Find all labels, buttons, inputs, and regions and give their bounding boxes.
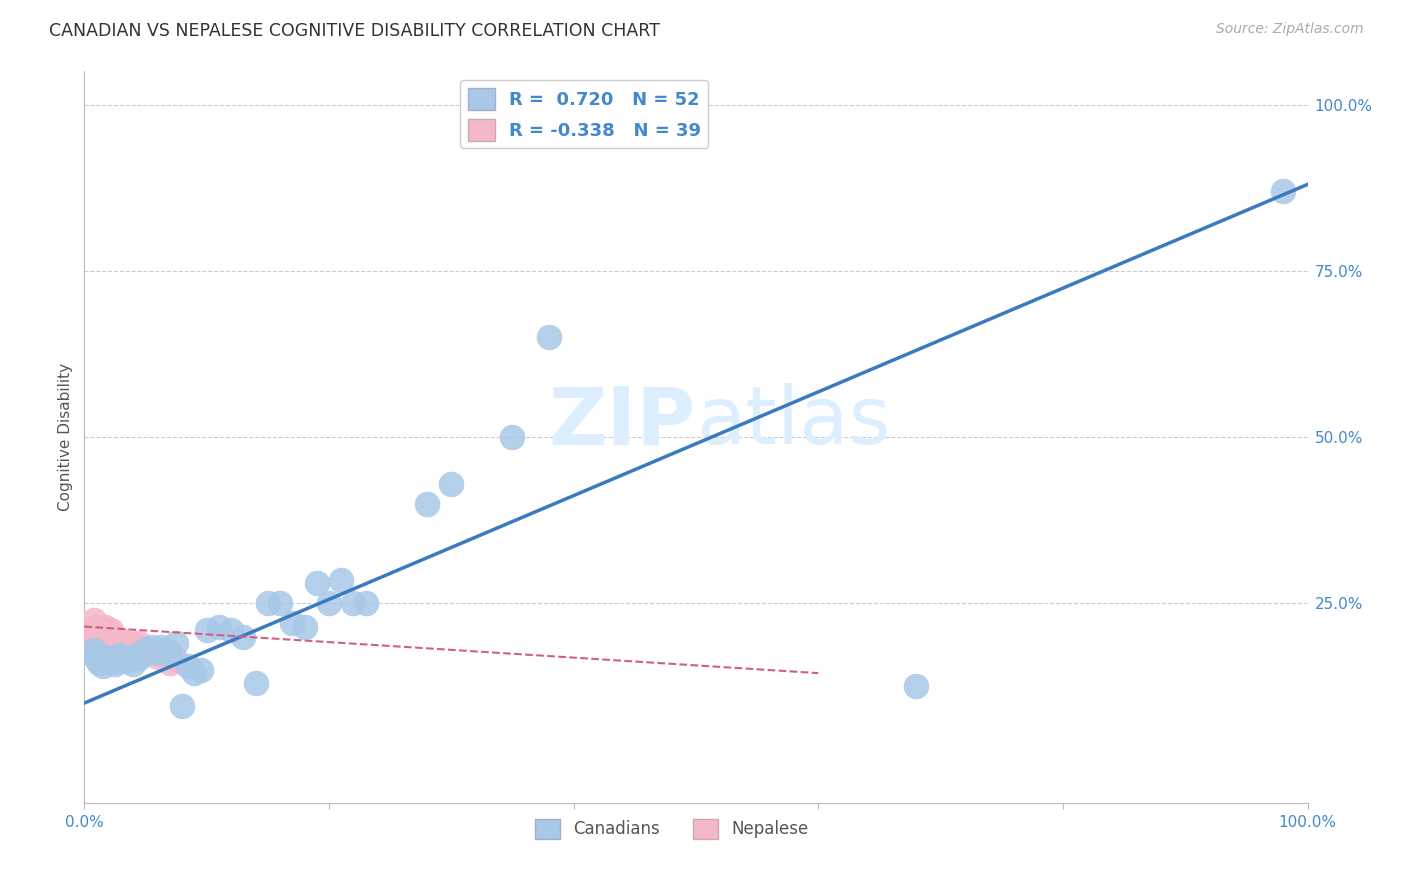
Point (83, 643, 105, 657)
Point (132, 646, 155, 660)
Point (90, 640, 112, 654)
Point (84, 632, 107, 647)
Point (98, 640, 121, 654)
Point (128, 650, 150, 665)
Point (294, 619, 316, 633)
Point (232, 630, 254, 644)
Point (97, 623, 120, 637)
Point (153, 646, 176, 660)
Point (120, 650, 142, 665)
Point (97, 630, 120, 644)
Point (80, 623, 103, 637)
Point (101, 632, 124, 647)
Point (538, 330, 561, 344)
Point (100, 623, 122, 637)
Point (87, 656, 110, 670)
Point (135, 643, 157, 657)
Point (83, 613, 105, 627)
Point (195, 623, 218, 637)
Point (257, 596, 280, 610)
Text: Source: ZipAtlas.com: Source: ZipAtlas.com (1216, 22, 1364, 37)
Point (177, 659, 200, 673)
Point (132, 646, 155, 660)
Point (281, 616, 304, 631)
Point (96, 632, 118, 647)
Point (120, 640, 142, 654)
Point (305, 576, 328, 591)
Point (183, 666, 205, 681)
Point (125, 648, 148, 663)
Point (110, 632, 132, 647)
Point (141, 640, 163, 654)
Point (87, 619, 110, 633)
Point (114, 649, 136, 664)
Point (342, 596, 364, 610)
Text: atlas: atlas (696, 384, 890, 461)
Point (86, 626, 108, 640)
Point (245, 676, 267, 690)
Point (269, 596, 291, 610)
Point (105, 632, 128, 647)
Point (219, 623, 242, 637)
Point (159, 656, 181, 670)
Point (416, 497, 439, 511)
Point (1272, 184, 1295, 198)
Point (172, 699, 194, 714)
Point (93, 630, 115, 644)
Point (94, 619, 117, 633)
Point (143, 643, 166, 657)
Point (318, 596, 340, 610)
Point (91, 659, 114, 673)
Point (190, 663, 212, 677)
Point (86, 653, 108, 667)
Point (122, 657, 145, 672)
Point (104, 657, 127, 672)
Point (87, 630, 110, 644)
Point (97, 650, 120, 665)
Point (91, 623, 114, 637)
Point (146, 649, 169, 664)
Point (330, 573, 353, 587)
Point (86, 619, 108, 633)
Point (79, 632, 101, 647)
Point (91, 632, 114, 647)
Point (96, 649, 118, 664)
Point (115, 646, 138, 660)
Point (208, 619, 231, 633)
Point (114, 636, 136, 650)
Point (122, 636, 145, 650)
Point (82, 630, 104, 644)
Point (165, 653, 187, 667)
Point (89, 632, 111, 647)
Y-axis label: Cognitive Disability: Cognitive Disability (58, 363, 73, 511)
Point (146, 646, 169, 660)
Text: CANADIAN VS NEPALESE COGNITIVE DISABILITY CORRELATION CHART: CANADIAN VS NEPALESE COGNITIVE DISABILIT… (49, 22, 659, 40)
Point (156, 644, 179, 658)
Point (135, 641, 157, 656)
Point (128, 636, 150, 650)
Point (159, 646, 181, 660)
Point (153, 643, 176, 657)
Point (79, 646, 101, 660)
Point (100, 655, 122, 669)
Point (125, 643, 148, 657)
Point (165, 636, 187, 650)
Point (141, 646, 163, 660)
Point (905, 680, 928, 694)
Point (440, 476, 463, 491)
Legend: Canadians, Nepalese: Canadians, Nepalese (527, 812, 815, 846)
Point (87, 623, 110, 637)
Point (354, 596, 377, 610)
Point (107, 648, 129, 663)
Point (150, 640, 173, 654)
Point (502, 430, 524, 444)
Point (115, 654, 138, 668)
Point (138, 644, 160, 658)
Text: ZIP: ZIP (548, 384, 696, 461)
Point (83, 643, 105, 657)
Point (110, 653, 132, 667)
Point (104, 630, 127, 644)
